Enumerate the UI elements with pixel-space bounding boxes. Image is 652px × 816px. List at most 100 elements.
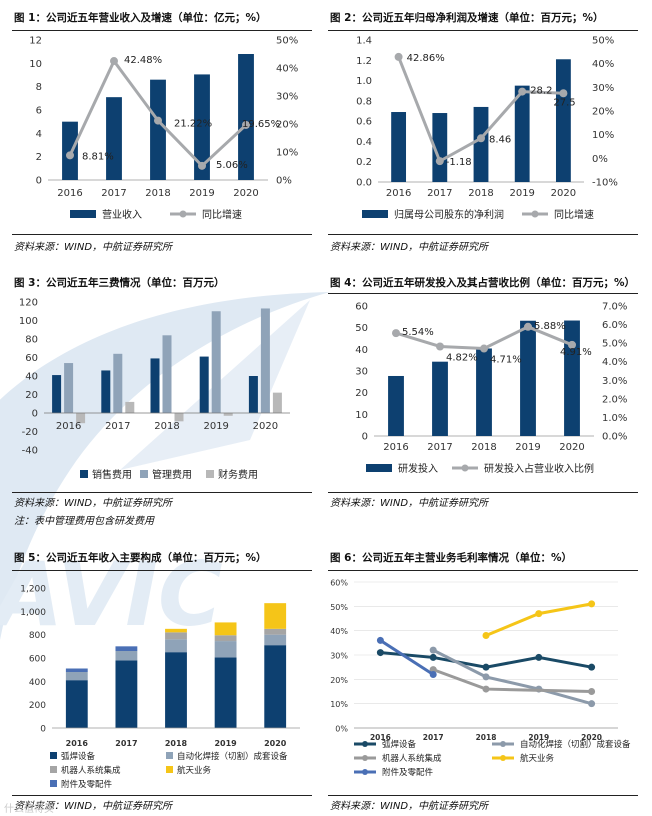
y2-tick-label: 50% [592,36,614,47]
y-tick-label: 60% [330,579,348,588]
figure-4-top-rule [328,293,638,294]
bar-弧焊设备-2019 [214,657,237,728]
series-point-弧焊设备 [429,653,437,661]
figure-3-title: 图 3：公司近五年三费情况（单位：百万元） [14,277,225,289]
y-tick-label: 40 [25,372,38,383]
figure-5-top-rule [12,570,312,571]
x-tick-label: 2018 [165,739,188,748]
legend-label: 研发投入占营业收入比例 [484,462,594,475]
x-tick-label: 2020 [253,421,278,432]
y-tick-label: -40 [22,446,38,457]
legend-label: 营业收入 [102,208,142,221]
bar-管理费用-2019 [211,311,221,413]
y2-tick-label: 2.0% [602,394,627,405]
growth-point-2016 [66,151,74,160]
x-tick-label: 2018 [471,442,496,453]
y-tick-label: 20 [25,390,38,401]
legend-label: 自动化焊接（切割）成套设备 [520,739,631,750]
growth-label: 4.91% [560,347,592,358]
figure-4: 图 4：公司近五年研发投入及其占营收比例（单位：百万元；%） 0 10 20 30 40… [326,272,652,534]
series-point-弧焊设备 [588,663,596,671]
bar-销售费用-2016 [52,375,62,413]
growth-point-2016 [394,52,403,61]
legend-marker [362,755,368,761]
x-tick-label: 2017 [101,188,126,199]
bar-销售费用-2018 [150,358,160,413]
figure-1-top-rule [12,30,312,31]
growth-point-2019 [518,87,527,96]
bar-财务费用-2019 [223,413,233,416]
x-tick-label: 2019 [515,442,540,453]
y-tick-label: 0.2 [356,157,372,168]
growth-label: -1.18 [446,157,472,168]
x-tick-label: 2017 [115,739,137,748]
figure-3-bottom-rule [12,492,312,493]
figure-6-chart: 0% 10% 20% 30% 40% 50% 60% 2016 2017 2018 2019 2020… [330,579,631,779]
bar-2019 [520,320,536,436]
bar-财务费用-2020 [272,392,282,413]
figure-1-bottom-rule [12,234,312,235]
bar-附件及零配件-2017 [115,646,138,651]
y2-tick-label: 40% [592,59,614,70]
bar-弧焊设备-2017 [115,660,138,728]
y-tick-label: 6 [36,106,42,117]
y2-tick-label: 0.0% [602,432,627,443]
bar-管理费用-2016 [64,363,74,413]
y2-tick-label: 3.0% [602,376,627,387]
y-tick-label: 60 [355,302,368,313]
y-tick-label: 8 [36,82,42,93]
x-tick-label: 2019 [509,188,534,199]
x-tick-label: 2020 [233,188,258,199]
legend-swatch [140,470,148,478]
figure-2-source: 资料来源：WIND，中航证券研究所 [330,242,489,253]
growth-point-2020 [559,89,568,98]
series-line-附件及零配件 [379,639,435,676]
figure-2-title: 图 2：公司近五年归母净利润及增速（单位：百万元；%） [330,12,604,24]
bar-2020 [238,54,254,180]
x-tick-label: 2020 [551,188,576,199]
x-tick-label: 2016 [370,733,391,742]
legend-swatch [50,766,57,773]
figure-5-title: 图 5：公司近五年收入主要构成（单位：百万元；%） [14,552,267,564]
legend-swatch [70,210,96,218]
y-tick-label: 0 [36,176,42,187]
figure-3-note: 注：表中管理费用包含研发费用 [14,516,154,527]
y2-tick-label: 5.0% [602,339,627,350]
bar-自动化焊接（切割）成套设备-2019 [214,641,237,658]
y-tick-label: 0 [32,409,38,420]
growth-point-2017 [435,157,444,166]
y-tick-label: 0.8 [356,96,372,107]
figure-5-source: 资料来源：WIND，中航证券研究所 [14,801,173,812]
legend-label: 自动化焊接（切割）成套设备 [177,751,288,762]
figure-4-chart: 0 10 20 30 40 50 60 0.0% 1.0% 2.0% 3.0% 4.0% 5.0% 6.0… [355,302,627,476]
y-tick-label: 0% [335,725,348,734]
y-tick-label: 30 [355,367,368,378]
growth-label: 8.46 [489,134,511,145]
x-tick-label: 2020 [581,733,602,742]
bar-管理费用-2020 [260,308,270,413]
y-tick-label: 800 [29,631,46,641]
legend-swatch [80,470,88,478]
figure-1-source: 资料来源：WIND，中航证券研究所 [14,242,173,253]
figure-3: 图 3：公司近五年三费情况（单位：百万元） -40 -20 0 20 40 60 80 100… [0,272,326,534]
bar-2019 [514,85,530,182]
bar-2017 [432,361,448,436]
legend-label: 弧焊设备 [382,739,417,750]
legend-marker [531,210,539,218]
bar-自动化焊接（切割）成套设备-2017 [115,651,138,661]
growth-point-2016 [392,329,400,338]
x-tick-label: 2017 [427,442,452,453]
y-tick-label: 0 [362,432,368,443]
y-tick-label: 1.4 [356,36,372,47]
series-point-航天业务 [588,600,596,608]
figure-4-title: 图 4：公司近五年研发投入及其占营收比例（单位：百万元；%） [330,277,635,289]
legend-marker [461,464,469,472]
bar-销售费用-2019 [199,356,209,413]
bar-2016 [388,375,404,436]
legend-label: 航天业务 [177,765,212,776]
y-tick-label: 0.4 [356,137,372,148]
legend-marker [362,769,368,775]
figure-3-source: 资料来源：WIND，中航证券研究所 [14,498,173,509]
y-tick-label: 50 [355,323,368,334]
legend-marker [362,741,368,747]
